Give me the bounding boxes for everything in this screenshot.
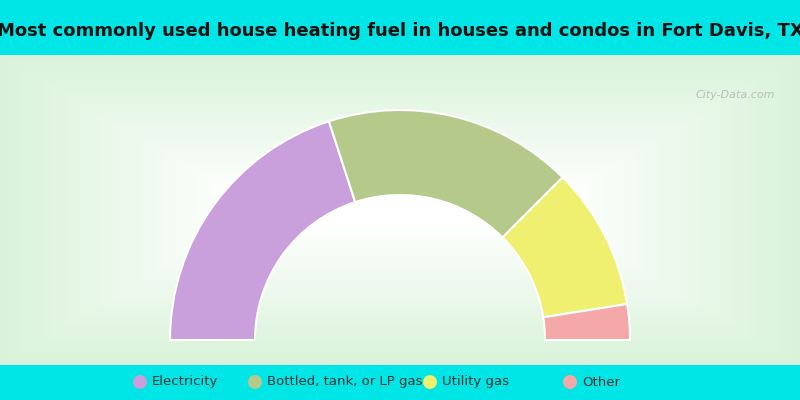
Bar: [68, 96, 732, 324]
Bar: [4, 58, 796, 362]
Bar: [152, 146, 648, 274]
Bar: [136, 137, 664, 283]
Wedge shape: [329, 110, 562, 238]
Circle shape: [133, 375, 147, 389]
Bar: [156, 148, 644, 271]
Bar: [32, 74, 768, 346]
Bar: [124, 129, 676, 290]
Bar: [204, 178, 596, 242]
Bar: [120, 127, 680, 293]
Bar: [44, 82, 756, 338]
Circle shape: [423, 375, 437, 389]
Circle shape: [248, 375, 262, 389]
Bar: [160, 151, 640, 269]
Bar: [208, 180, 592, 240]
Bar: [148, 144, 652, 276]
Bar: [212, 182, 588, 238]
Circle shape: [563, 375, 577, 389]
Bar: [12, 62, 788, 358]
Bar: [92, 110, 708, 310]
Text: Electricity: Electricity: [152, 376, 218, 388]
Bar: [140, 139, 660, 281]
Bar: [192, 170, 608, 250]
Bar: [48, 84, 752, 336]
Bar: [108, 120, 692, 300]
Bar: [184, 166, 616, 255]
Wedge shape: [502, 177, 627, 317]
Bar: [88, 108, 712, 312]
Bar: [0, 55, 800, 365]
Bar: [16, 64, 784, 355]
Text: Bottled, tank, or LP gas: Bottled, tank, or LP gas: [267, 376, 422, 388]
Bar: [72, 98, 728, 322]
Bar: [132, 134, 668, 286]
Bar: [164, 153, 636, 267]
Bar: [200, 175, 600, 245]
Bar: [196, 173, 604, 247]
Bar: [176, 160, 624, 260]
Bar: [60, 91, 740, 329]
Text: Most commonly used house heating fuel in houses and condos in Fort Davis, TX: Most commonly used house heating fuel in…: [0, 22, 800, 40]
Bar: [80, 103, 720, 317]
Wedge shape: [170, 121, 355, 340]
Bar: [40, 79, 760, 341]
Bar: [56, 89, 744, 331]
Bar: [168, 156, 632, 264]
Bar: [28, 72, 772, 348]
Bar: [8, 60, 792, 360]
Bar: [188, 168, 612, 252]
Bar: [104, 118, 696, 302]
Text: Utility gas: Utility gas: [442, 376, 509, 388]
Wedge shape: [543, 304, 630, 340]
Bar: [112, 122, 688, 298]
Bar: [232, 194, 568, 226]
Bar: [100, 115, 700, 305]
Bar: [144, 141, 656, 278]
Bar: [64, 93, 736, 326]
Bar: [20, 67, 780, 353]
Bar: [96, 113, 704, 307]
Bar: [36, 77, 764, 343]
Bar: [224, 190, 576, 230]
Bar: [84, 105, 716, 314]
Bar: [24, 70, 776, 350]
Bar: [180, 163, 620, 257]
Text: City-Data.com: City-Data.com: [695, 90, 775, 100]
Bar: [172, 158, 628, 262]
Bar: [236, 196, 564, 223]
Bar: [220, 187, 580, 233]
Bar: [216, 185, 584, 235]
Bar: [228, 192, 572, 228]
Bar: [52, 86, 748, 334]
Text: Other: Other: [582, 376, 620, 388]
Bar: [76, 101, 724, 319]
Bar: [116, 125, 684, 295]
Bar: [128, 132, 672, 288]
